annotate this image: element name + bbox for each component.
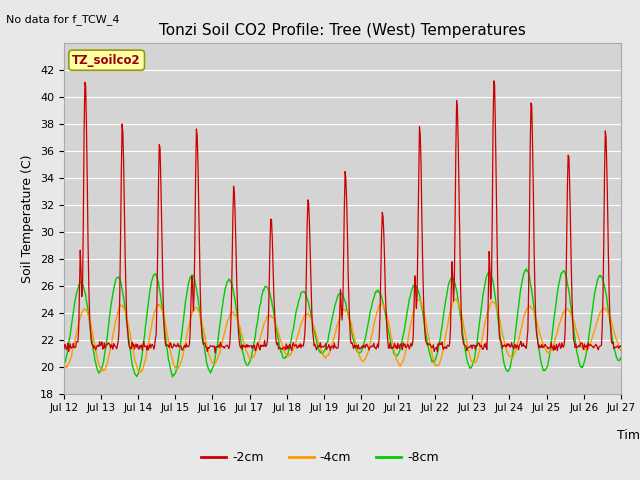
-2cm bbox=[411, 273, 419, 279]
-2cm bbox=[617, 343, 625, 349]
-8cm bbox=[214, 336, 222, 342]
-4cm bbox=[617, 348, 625, 353]
-2cm bbox=[428, 344, 435, 349]
Y-axis label: Soil Temperature (C): Soil Temperature (C) bbox=[22, 154, 35, 283]
-2cm bbox=[490, 78, 498, 84]
-8cm bbox=[185, 279, 193, 285]
-4cm bbox=[60, 362, 68, 368]
-2cm bbox=[127, 346, 135, 352]
-4cm bbox=[70, 342, 78, 348]
X-axis label: Time: Time bbox=[616, 429, 640, 442]
-4cm bbox=[185, 324, 193, 330]
-4cm bbox=[127, 339, 135, 345]
-4cm bbox=[428, 347, 435, 353]
-8cm bbox=[60, 363, 68, 369]
-8cm bbox=[70, 305, 78, 311]
Title: Tonzi Soil CO2 Profile: Tree (West) Temperatures: Tonzi Soil CO2 Profile: Tree (West) Temp… bbox=[159, 23, 526, 38]
-4cm bbox=[214, 354, 222, 360]
-2cm bbox=[70, 345, 78, 350]
-2cm bbox=[60, 346, 68, 351]
Line: -8cm: -8cm bbox=[64, 269, 621, 377]
Legend: -2cm, -4cm, -8cm: -2cm, -4cm, -8cm bbox=[196, 446, 444, 469]
-4cm bbox=[411, 304, 419, 310]
-8cm bbox=[522, 266, 530, 272]
-4cm bbox=[136, 370, 144, 375]
-8cm bbox=[617, 355, 625, 360]
-2cm bbox=[184, 344, 192, 349]
-2cm bbox=[214, 344, 222, 350]
-8cm bbox=[411, 283, 419, 288]
-8cm bbox=[168, 374, 176, 380]
-8cm bbox=[127, 357, 135, 363]
Text: No data for f_TCW_4: No data for f_TCW_4 bbox=[6, 14, 120, 25]
Line: -2cm: -2cm bbox=[64, 81, 621, 353]
-2cm bbox=[211, 350, 219, 356]
-4cm bbox=[452, 296, 460, 301]
Text: TZ_soilco2: TZ_soilco2 bbox=[72, 54, 141, 67]
-8cm bbox=[428, 355, 435, 361]
Line: -4cm: -4cm bbox=[64, 299, 621, 372]
